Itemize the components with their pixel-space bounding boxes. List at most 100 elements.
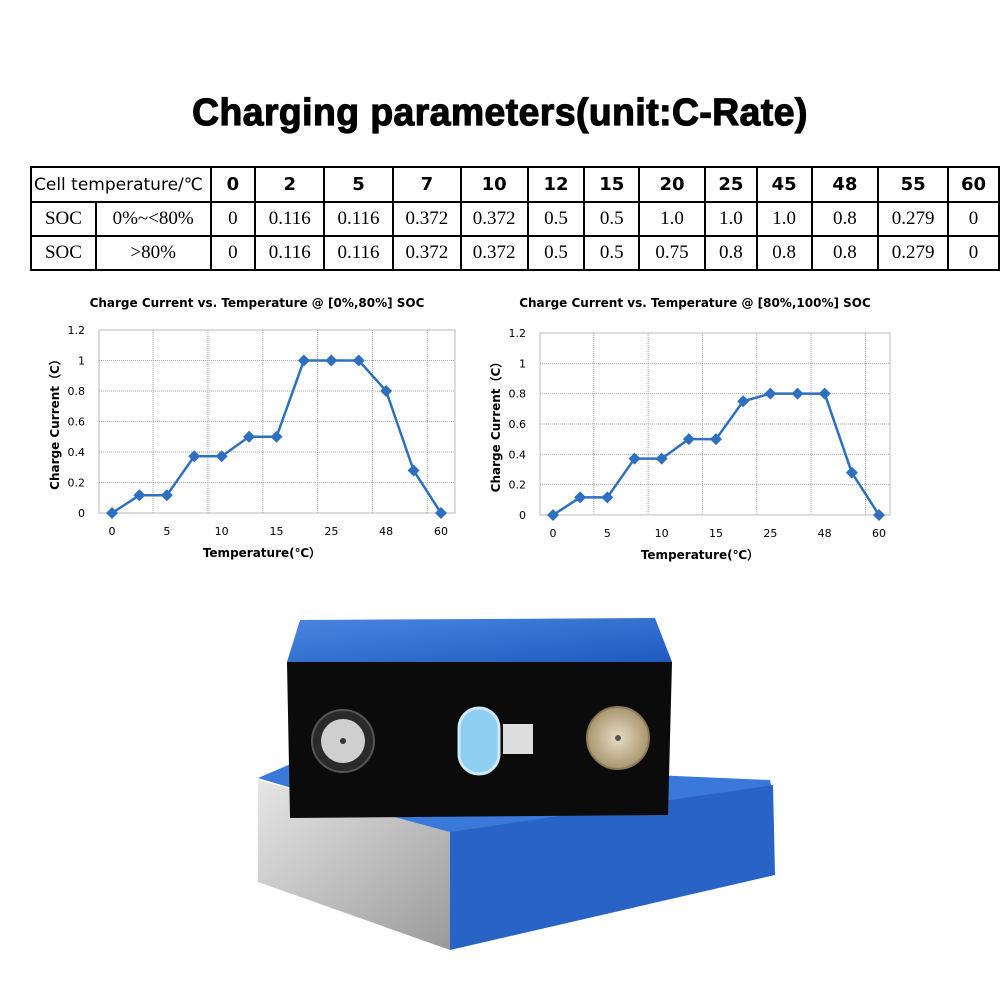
data-point [270, 430, 283, 443]
table-cell: 0.116 [254, 201, 326, 237]
header-temp: 45 [755, 166, 813, 203]
y-tick-label: 0 [519, 509, 526, 522]
x-axis-label: Temperature(℃） [203, 545, 321, 560]
x-tick-label: 60 [434, 525, 448, 538]
x-tick-label: 5 [604, 527, 611, 540]
table-cell: 0.372 [459, 201, 529, 237]
table-cell: 1.0 [638, 201, 706, 237]
y-tick-label: 0.2 [68, 477, 86, 490]
x-tick-label: 15 [270, 525, 284, 538]
data-point [106, 507, 118, 519]
data-point [215, 450, 228, 463]
y-tick-label: 1 [78, 355, 85, 368]
data-point [628, 452, 641, 465]
table-cell: 0.116 [254, 235, 326, 271]
data-point [325, 354, 338, 367]
x-tick-label: 0 [550, 527, 557, 540]
data-point [574, 491, 587, 504]
row-label: SOC [30, 201, 97, 237]
data-point [710, 433, 722, 446]
table-cell: 0.372 [391, 201, 462, 237]
data-point [682, 433, 695, 446]
data-point [380, 385, 393, 397]
y-tick-label: 1.2 [509, 327, 527, 340]
chart-soc-80-100: Charge Current vs. Temperature @ [80%,10… [488, 296, 891, 562]
y-tick-label: 0.4 [509, 448, 527, 461]
charging-parameters-table: Cell temperature/℃ 0 2 5 7 10 12 15 20 25 45 48 55 6… [30, 166, 1000, 271]
y-tick-label: 0.8 [68, 385, 86, 398]
row-label: SOC [30, 235, 97, 271]
header-temp: 12 [526, 166, 586, 203]
data-point [818, 387, 831, 400]
chart-title: Charge Current vs. Temperature @ [0%,80%… [90, 296, 425, 310]
y-tick-label: 0.4 [68, 446, 86, 459]
x-tick-label: 10 [215, 525, 229, 538]
data-point [547, 509, 559, 521]
data-point [791, 387, 804, 400]
y-axis-label: Charge Current（C） [488, 356, 503, 493]
y-tick-label: 1 [519, 357, 526, 370]
safety-vent [457, 706, 501, 776]
header-label: Cell temperature/℃ [30, 166, 212, 203]
data-point [737, 395, 750, 408]
header-temp: 10 [459, 166, 529, 203]
y-tick-label: 0.8 [509, 388, 527, 401]
x-axis-label: Temperature(℃） [641, 547, 759, 562]
battery-photo [258, 618, 775, 950]
table-cell: 0.5 [583, 201, 641, 237]
x-tick-label: 10 [655, 527, 669, 540]
y-tick-label: 0.6 [68, 416, 86, 429]
table-cell: 0.279 [877, 201, 950, 237]
table-cell: 0.8 [810, 201, 880, 237]
header-temp: 20 [638, 166, 706, 203]
table-cell: 0.8 [703, 235, 758, 271]
x-tick-label: 25 [763, 527, 777, 540]
data-point [297, 354, 310, 367]
x-tick-label: 48 [818, 527, 832, 540]
header-temp: 7 [391, 166, 462, 203]
data-point [655, 452, 668, 465]
chart-title: Charge Current vs. Temperature @ [80%,10… [519, 296, 871, 310]
x-tick-label: 0 [109, 525, 116, 538]
table-row: SOC 0%~<80% 0 0.116 0.116 0.372 0.372 0.5 0.5 1… [30, 201, 1000, 237]
table-cell: 0.75 [638, 235, 706, 271]
data-point [845, 466, 858, 479]
table-cell: 0.116 [323, 201, 394, 237]
data-point [133, 489, 146, 502]
table-cell: 0.116 [323, 235, 394, 271]
y-tick-label: 0.2 [509, 479, 527, 492]
data-point [407, 464, 420, 477]
y-tick-label: 0 [78, 507, 85, 520]
row-range: 0%~<80% [94, 201, 212, 237]
header-temp: 25 [703, 166, 758, 203]
table-cell: 0.5 [526, 201, 586, 237]
data-point [160, 489, 173, 502]
data-point [601, 491, 614, 504]
header-temp: 55 [877, 166, 950, 203]
table-cell: 0.279 [877, 235, 950, 271]
x-tick-label: 48 [379, 525, 393, 538]
header-temp: 0 [209, 166, 257, 203]
table-cell: 0.8 [755, 235, 813, 271]
x-tick-label: 5 [163, 525, 170, 538]
table-cell: 0.372 [459, 235, 529, 271]
x-tick-label: 25 [324, 525, 338, 538]
header-temp: 48 [810, 166, 880, 203]
qr-code-label [503, 724, 533, 754]
y-axis-label: Charge Current（C） [47, 353, 62, 490]
table-cell: 0.372 [391, 235, 462, 271]
y-tick-label: 1.2 [68, 324, 86, 337]
data-point [243, 430, 256, 443]
data-point [352, 354, 365, 367]
table-header-row: Cell temperature/℃ 0 2 5 7 10 12 15 20 25 45 48 55 6… [30, 166, 1000, 203]
page-title: Charging parameters(unit:C-Rate) [192, 91, 808, 134]
table-cell: 1.0 [703, 201, 758, 237]
header-temp: 15 [583, 166, 641, 203]
top-battery [287, 618, 672, 818]
data-point [188, 450, 201, 463]
table-cell: 0.8 [810, 235, 880, 271]
data-point [873, 509, 885, 521]
table-cell: 0 [947, 201, 1000, 237]
data-point [435, 507, 447, 519]
